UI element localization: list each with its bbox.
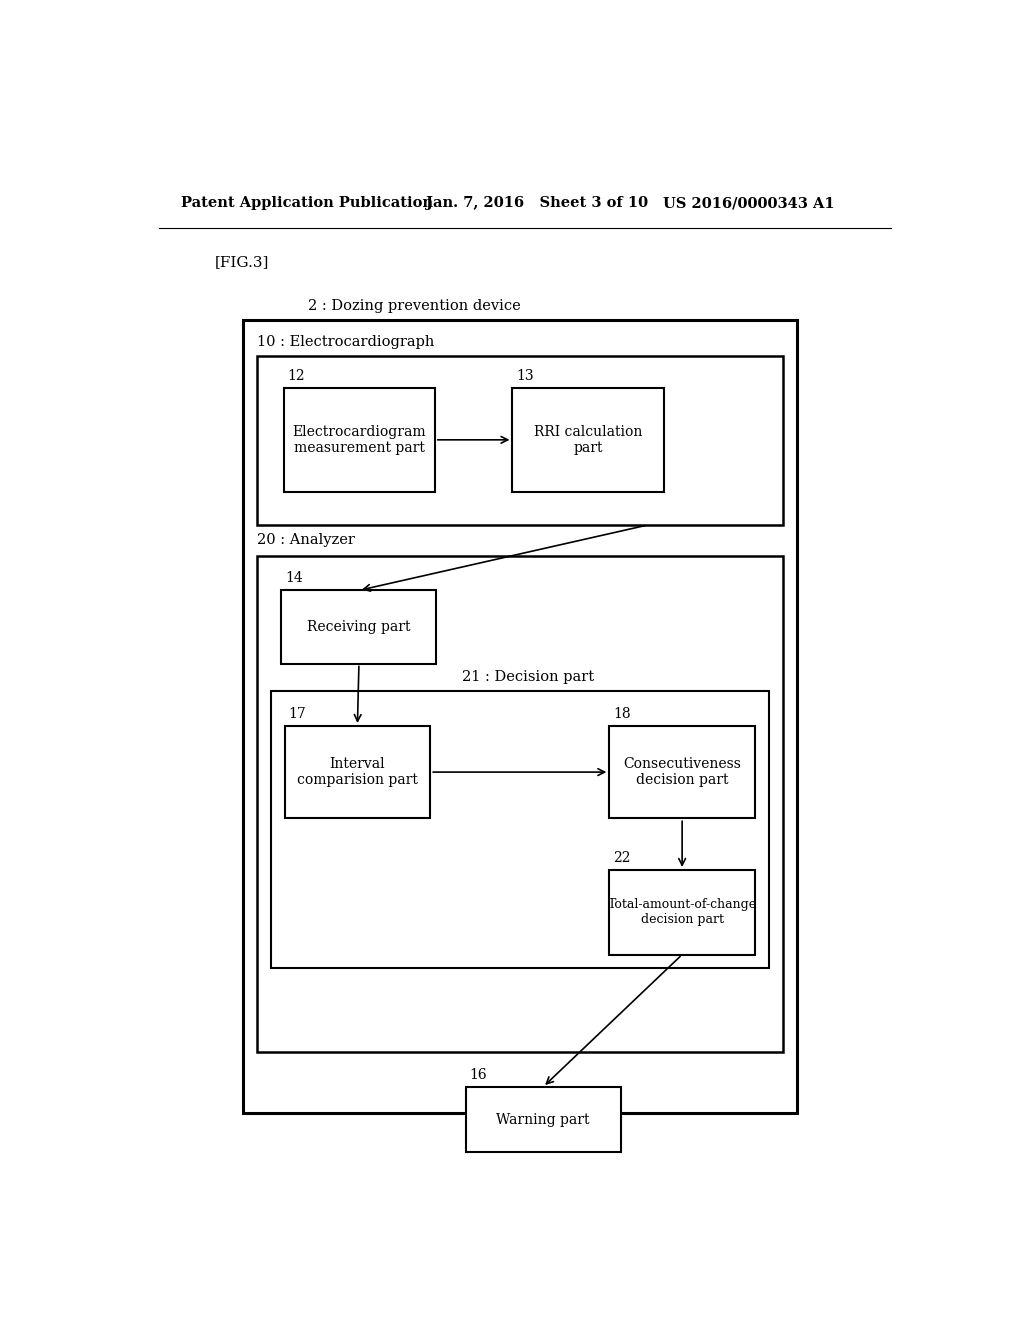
Text: Interval
comparision part: Interval comparision part [297, 756, 418, 787]
Text: 2 : Dozing prevention device: 2 : Dozing prevention device [308, 300, 520, 313]
Bar [512, 388, 664, 492]
Text: Electrocardiogram
measurement part: Electrocardiogram measurement part [293, 425, 426, 455]
Bar [609, 726, 755, 818]
Text: 13: 13 [516, 368, 534, 383]
Bar [609, 870, 755, 954]
Text: Total-amount-of-change
decision part: Total-amount-of-change decision part [607, 898, 757, 927]
Bar [284, 388, 435, 492]
Text: 18: 18 [613, 706, 631, 721]
Text: 16: 16 [469, 1068, 487, 1081]
Text: Receiving part: Receiving part [307, 620, 411, 634]
Text: 20 : Analyzer: 20 : Analyzer [257, 533, 354, 548]
Text: Consecutiveness
decision part: Consecutiveness decision part [624, 756, 741, 787]
Bar [285, 726, 430, 818]
Bar [270, 692, 769, 969]
Text: 17: 17 [289, 706, 306, 721]
Text: RRI calculation
part: RRI calculation part [534, 425, 642, 455]
Bar [243, 321, 797, 1113]
Text: Jan. 7, 2016   Sheet 3 of 10: Jan. 7, 2016 Sheet 3 of 10 [426, 197, 648, 210]
Bar [257, 355, 783, 525]
Text: 14: 14 [286, 572, 303, 585]
Text: 10 : Electrocardiograph: 10 : Electrocardiograph [257, 335, 434, 348]
Bar [257, 556, 783, 1052]
Text: 22: 22 [613, 850, 631, 865]
Bar [466, 1088, 621, 1152]
Text: Warning part: Warning part [497, 1113, 590, 1127]
Bar [282, 590, 436, 664]
Text: Patent Application Publication: Patent Application Publication [180, 197, 433, 210]
Text: US 2016/0000343 A1: US 2016/0000343 A1 [663, 197, 835, 210]
Text: 12: 12 [288, 368, 305, 383]
Text: 21 : Decision part: 21 : Decision part [462, 671, 594, 684]
Text: [FIG.3]: [FIG.3] [215, 255, 269, 269]
